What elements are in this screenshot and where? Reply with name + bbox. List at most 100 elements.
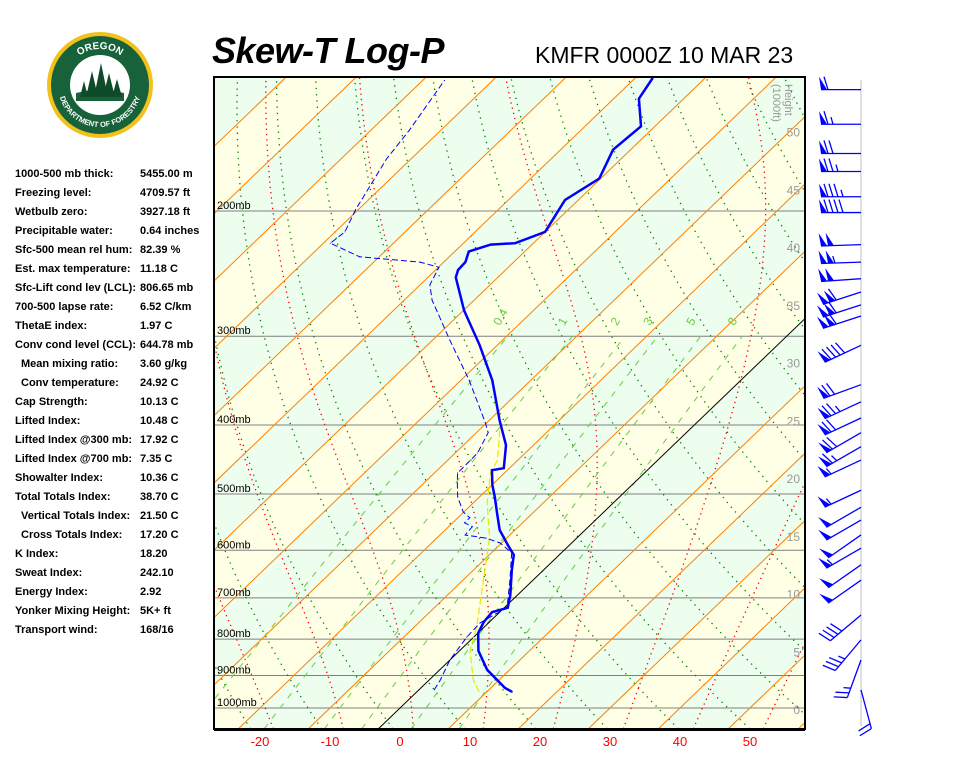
wind-barb-full xyxy=(828,656,842,664)
wind-barb-flag xyxy=(819,593,834,604)
mixing-ratio-lines: 0.4 1 2 3 5 8 xyxy=(214,306,743,729)
wind-barb xyxy=(818,446,862,468)
wind-barb xyxy=(819,564,862,589)
dry-adiabat-line xyxy=(941,78,960,729)
wind-barb-staff xyxy=(824,417,862,436)
dewpoint-point xyxy=(477,452,479,454)
wind-barb-half xyxy=(826,559,833,566)
dewpoint-point xyxy=(344,231,346,233)
index-label: 700-500 lapse rate: xyxy=(15,301,114,313)
temperature-band xyxy=(214,78,805,685)
dewpoint-point xyxy=(464,534,466,536)
wind-barb xyxy=(818,506,862,528)
wind-barb-full xyxy=(830,623,843,632)
dewpoint-point xyxy=(359,256,361,258)
wind-barb-flag xyxy=(817,316,829,329)
dry-adiabat-line xyxy=(863,78,960,729)
temperature-band xyxy=(798,722,805,729)
index-value: 2.92 xyxy=(140,586,162,598)
index-label: Sfc-Lift cond lev (LCL): xyxy=(15,282,136,294)
index-label: Energy Index: xyxy=(15,586,88,598)
wind-barb-flag xyxy=(817,424,831,435)
index-label: Mean mixing ratio: xyxy=(21,358,119,370)
x-tick-label: 30 xyxy=(603,734,617,749)
wind-barb-staff xyxy=(826,547,862,569)
dry-adiabat-line xyxy=(824,78,960,729)
wind-barb-staff xyxy=(821,261,862,265)
pressure-label: 700mb xyxy=(217,587,251,599)
temperature-band xyxy=(238,183,805,729)
wind-barb-half xyxy=(830,117,834,125)
temperature-point xyxy=(464,261,467,263)
dry-adiabat-line xyxy=(549,77,805,526)
isotherm-line xyxy=(517,452,805,729)
temperature-point xyxy=(477,632,479,634)
temperature-point xyxy=(509,594,512,597)
temperature-band xyxy=(308,251,805,729)
wind-barb xyxy=(817,459,862,478)
dewpoint-point xyxy=(511,552,513,554)
dewpoint-point xyxy=(466,636,468,638)
temperature-point xyxy=(506,607,509,609)
temperature-point xyxy=(511,569,513,571)
wind-barb xyxy=(819,111,861,125)
wind-barb-full xyxy=(823,199,829,213)
wind-barb xyxy=(819,158,861,173)
temperature-point xyxy=(502,467,505,470)
plot-frame xyxy=(213,76,806,730)
dry-adiabat-line xyxy=(744,77,805,193)
index-value: 10.36 C xyxy=(140,472,179,484)
wind-barb-flag xyxy=(817,305,829,318)
isotherm-line xyxy=(237,183,805,729)
temperature-point xyxy=(491,611,493,613)
dewpoint-point xyxy=(496,612,498,614)
wind-barb xyxy=(833,659,862,699)
index-value: 21.50 C xyxy=(140,510,179,522)
dewpoint-trace xyxy=(329,80,513,691)
mixing-ratio-label: 0.4 xyxy=(490,306,511,328)
index-label: Sfc-500 mean rel hum: xyxy=(15,244,133,256)
wind-barb-full xyxy=(821,421,832,433)
dewpoint-point xyxy=(485,537,487,539)
wind-barb-staff xyxy=(822,304,862,318)
height-axis-unit: (1000ft) xyxy=(770,84,782,122)
wind-barb-flag xyxy=(819,183,827,197)
temperature-point xyxy=(467,250,470,253)
dewpoint-point xyxy=(408,129,410,131)
pressure-label: 300mb xyxy=(217,325,251,337)
wind-barb-staff xyxy=(821,278,862,283)
wind-barb-flag xyxy=(818,517,832,528)
dewpoint-point xyxy=(433,689,435,691)
dewpoint-point xyxy=(509,579,511,581)
temperature-point xyxy=(483,621,485,623)
temperature-point xyxy=(498,529,501,531)
zero-isotherm-line xyxy=(377,317,805,729)
wind-barb-staff xyxy=(826,446,862,468)
index-value: 1.97 C xyxy=(140,320,173,332)
dry-adiabat-line xyxy=(902,78,960,729)
index-value: 11.18 C xyxy=(140,263,178,275)
temperature-point xyxy=(486,669,488,671)
pressure-label: 500mb xyxy=(217,483,251,495)
wind-barb-flag xyxy=(823,290,836,303)
height-tick-label: 40 xyxy=(787,241,801,255)
height-axis: 0 5 10 15 20 25 30 35 40 45 50 Height(1000ft) xyxy=(770,84,800,717)
wind-barb-staff xyxy=(821,243,862,247)
mixing-ratio-label: 8 xyxy=(725,315,741,328)
temperature-point xyxy=(491,484,494,486)
mixing-ratio-line xyxy=(323,335,626,729)
dewpoint-point xyxy=(385,158,387,160)
temperature-point xyxy=(512,554,515,556)
index-value: 6.52 C/km xyxy=(140,301,192,313)
chart-title: Skew-T Log-P xyxy=(212,30,445,71)
wind-barb-full xyxy=(859,727,872,737)
wind-barb-full xyxy=(823,111,829,125)
wetbulb-trace xyxy=(469,429,501,693)
index-label: Est. max temperature: xyxy=(15,263,131,275)
wind-barb-flag xyxy=(823,314,836,327)
dry-adiabat-line xyxy=(471,77,805,652)
wind-barb xyxy=(817,301,862,318)
temperature-point xyxy=(463,309,465,312)
wind-barb-staff xyxy=(826,432,862,454)
temperature-point xyxy=(612,148,614,151)
